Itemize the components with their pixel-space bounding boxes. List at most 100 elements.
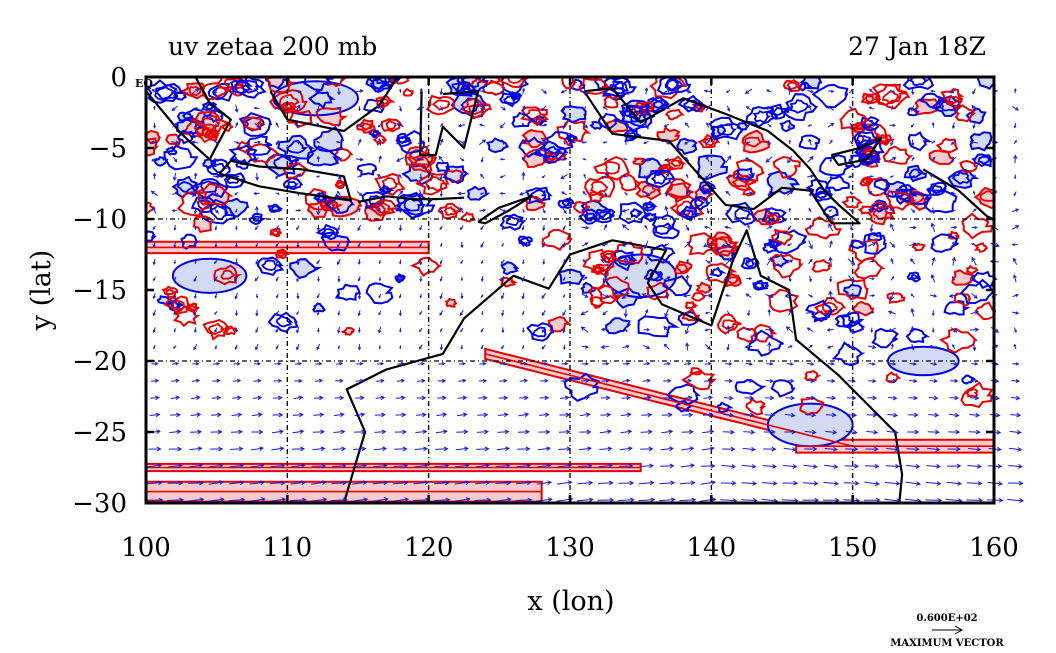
wind-vector-arrow-icon [373, 446, 388, 452]
contour-blob [267, 311, 299, 333]
contour-blob [199, 114, 221, 132]
wind-vector-arrow-icon [887, 395, 898, 401]
wind-vector-arrow-icon [848, 275, 855, 283]
wind-vector-arrow-icon [522, 345, 525, 350]
wind-vector-arrow-icon [581, 378, 590, 383]
contour-blob [637, 315, 681, 338]
wind-vector-arrow-icon [335, 378, 344, 383]
wind-vector-arrow-icon [255, 343, 259, 351]
contour-blob [645, 169, 676, 189]
contour-blob [736, 122, 750, 131]
wind-vector-arrow-icon [782, 480, 799, 486]
wind-vector-arrow-icon [868, 106, 875, 110]
wind-vector-arrow-icon [931, 121, 935, 128]
wind-vector-arrow-icon [1013, 191, 1017, 197]
wind-vector-arrow-icon [742, 446, 756, 452]
contour-blob [736, 326, 757, 343]
wind-vector-arrow-icon [334, 395, 345, 401]
wind-vector-arrow-icon [459, 157, 465, 162]
contour-blob [811, 83, 849, 109]
wind-vector-arrow-icon [519, 395, 529, 401]
wind-vector-arrow-icon [829, 173, 833, 181]
contour-blob [188, 85, 202, 97]
wind-vector-arrow-icon [455, 463, 470, 469]
wind-vector-arrow-icon [828, 209, 833, 213]
wind-vector-arrow-icon [151, 362, 159, 366]
wind-vector-arrow-icon [1013, 139, 1018, 145]
wind-vector-arrow-icon [849, 140, 853, 145]
wind-vector-arrow-icon [479, 89, 487, 93]
coastlines [146, 77, 994, 503]
wind-vector-arrow-icon [663, 89, 672, 94]
wind-vector-arrow-icon [541, 123, 548, 127]
wind-vector-arrow-icon [808, 275, 812, 283]
wind-vector-arrow-icon [643, 190, 651, 197]
wind-vector-arrow-icon [458, 361, 467, 366]
contour-blob [723, 272, 742, 288]
wind-vector-arrow-icon [316, 224, 321, 232]
contour-blob [498, 276, 519, 288]
wind-vector-arrow-icon [558, 446, 572, 452]
wind-vector-arrow-icon [701, 463, 716, 469]
wind-vector-arrow-icon [353, 429, 366, 435]
contour-blob [381, 177, 400, 191]
wind-vector-arrow-icon [235, 225, 238, 231]
wind-vector-arrow-icon [725, 362, 733, 366]
wind-vector-arrow-icon [870, 327, 874, 333]
wind-vector-arrow-icon [745, 105, 752, 111]
wind-vector-arrow-icon [562, 225, 566, 231]
wind-vector-arrow-icon [191, 88, 200, 94]
contour-blob [336, 181, 345, 188]
x-axis-label: x (lon) [527, 586, 614, 617]
wind-vector-arrow-icon [255, 327, 259, 334]
contour-blob [747, 329, 784, 357]
wind-vector-arrow-icon [296, 311, 300, 315]
contour-blob [664, 178, 692, 198]
wind-vector-arrow-icon [622, 378, 631, 383]
wind-vector-arrow-icon [419, 123, 422, 128]
wind-vector-arrow-icon [705, 104, 711, 111]
wind-vector-arrow-icon [194, 226, 197, 231]
wind-vector-arrow-icon [884, 481, 901, 486]
wind-vector-arrow-icon [208, 480, 225, 485]
wind-vector-arrow-icon [230, 429, 243, 435]
x-tick-labels: 100 110 120 130 140 150 160 [121, 533, 1019, 563]
wind-vector-arrow-icon [865, 463, 880, 469]
wind-vector-arrow-icon [378, 206, 382, 214]
wind-vector-arrow-icon [786, 378, 795, 383]
wind-vector-arrow-icon [459, 225, 464, 231]
wind-vector-arrow-icon [377, 191, 384, 195]
wind-vector-arrow-icon [562, 310, 567, 317]
wind-vector-arrow-icon [802, 497, 820, 503]
wind-vector-arrow-icon [890, 139, 894, 147]
wind-vector-arrow-icon [152, 242, 156, 248]
contour-blob [282, 177, 304, 191]
wind-vector-arrow-icon [680, 463, 696, 469]
wind-vector-arrow-icon [563, 276, 566, 282]
contour-blob [531, 115, 548, 127]
wind-vector-arrow-icon [827, 345, 834, 349]
wind-vector-arrow-icon [152, 309, 156, 317]
wind-vector-arrow-icon [456, 412, 468, 418]
wind-vector-arrow-icon [249, 480, 266, 486]
wind-vector-arrow-icon [312, 446, 326, 452]
x-tick-label: 150 [828, 533, 878, 563]
wind-vector-arrow-icon [1013, 327, 1017, 333]
wind-vector-arrow-icon [949, 395, 960, 401]
wind-vector-arrow-icon [294, 361, 303, 366]
wind-vector-arrow-icon [868, 140, 877, 144]
wind-vector-arrow-icon [638, 480, 655, 486]
wind-vector-arrow-icon [439, 123, 444, 127]
wind-vector-arrow-icon [193, 242, 197, 248]
wind-vector-arrow-icon [374, 412, 386, 418]
wind-vector-arrow-icon [399, 259, 402, 265]
wind-vector-arrow-icon [330, 497, 348, 503]
wind-vector-arrow-icon [234, 292, 238, 300]
wind-vector-arrow-icon [296, 156, 300, 162]
wind-vector-arrow-icon [705, 276, 711, 281]
wind-vector-arrow-icon [214, 123, 218, 128]
wind-vector-arrow-icon [193, 275, 198, 283]
wind-vector-arrow-icon [767, 275, 771, 282]
wind-vector-arrow-icon [337, 88, 341, 96]
wind-vector-arrow-icon [213, 140, 219, 144]
